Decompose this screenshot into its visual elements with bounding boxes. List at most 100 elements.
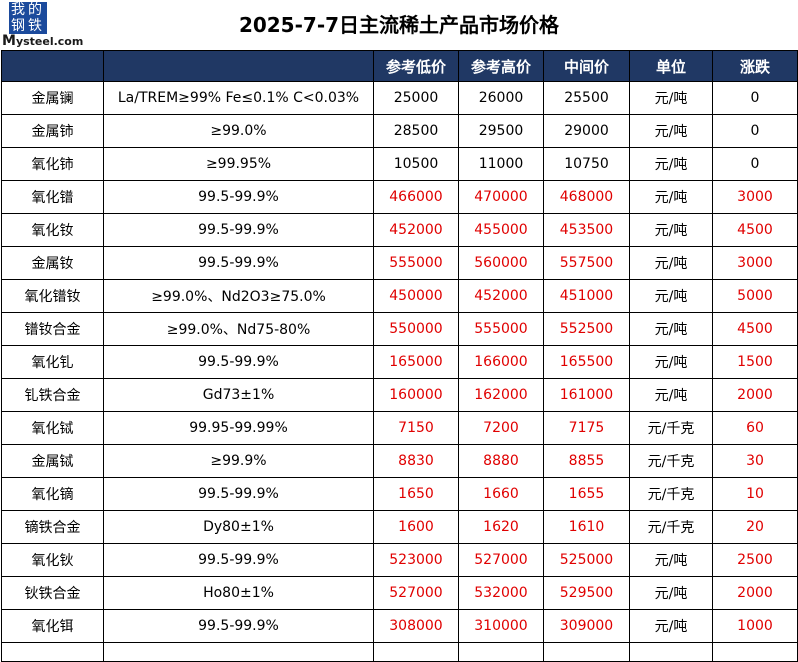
cell-high-price: 1660 (458, 477, 544, 511)
cell-change: 0 (712, 81, 798, 115)
cell-unit: 元/千克 (629, 477, 713, 511)
table-row: 氧化钬 99.5-99.9% 523000 527000 525000 元/吨 2500 (1, 543, 798, 577)
table-row: 金属铈 ≥99.0% 28500 29500 29000 元/吨 0 (1, 114, 798, 148)
cell-spec: 99.5-99.9% (103, 609, 374, 643)
cell-unit: 元/吨 (629, 312, 713, 346)
empty-cell (458, 642, 544, 662)
cell-high-price: 470000 (458, 180, 544, 214)
table-row: 氧化铽 99.95-99.99% 7150 7200 7175 元/千克 60 (1, 411, 798, 445)
cell-high-price: 162000 (458, 378, 544, 412)
header-product (1, 50, 104, 82)
cell-spec: ≥99.0%、Nd75-80% (103, 312, 374, 346)
cell-product-name: 钬铁合金 (1, 576, 104, 610)
empty-cell (543, 642, 630, 662)
cell-mid-price: 7175 (543, 411, 630, 445)
table-row: 氧化钆 99.5-99.9% 165000 166000 165500 元/吨 1500 (1, 345, 798, 379)
cell-high-price: 455000 (458, 213, 544, 247)
cell-mid-price: 1610 (543, 510, 630, 544)
cell-high-price: 8880 (458, 444, 544, 478)
cell-spec: ≥99.9% (103, 444, 374, 478)
cell-product-name: 金属钕 (1, 246, 104, 280)
cell-spec: 99.5-99.9% (103, 180, 374, 214)
logo-char: 的 (28, 2, 42, 18)
cell-mid-price: 165500 (543, 345, 630, 379)
cell-low-price: 550000 (373, 312, 459, 346)
cell-spec: La/TREM≥99% Fe≤0.1% C<0.03% (103, 81, 374, 115)
cell-change: 0 (712, 147, 798, 181)
cell-change: 3000 (712, 246, 798, 280)
empty-cell (1, 642, 104, 662)
header-low-price: 参考低价 (373, 50, 459, 82)
cell-change: 4500 (712, 213, 798, 247)
cell-product-name: 氧化镨 (1, 180, 104, 214)
empty-cell (103, 642, 374, 662)
cell-mid-price: 453500 (543, 213, 630, 247)
cell-high-price: 11000 (458, 147, 544, 181)
cell-change: 3000 (712, 180, 798, 214)
cell-unit: 元/千克 (629, 411, 713, 445)
cell-mid-price: 8855 (543, 444, 630, 478)
cell-unit: 元/千克 (629, 444, 713, 478)
cell-unit: 元/吨 (629, 609, 713, 643)
cell-mid-price: 525000 (543, 543, 630, 577)
cell-low-price: 25000 (373, 81, 459, 115)
cell-product-name: 氧化镨钕 (1, 279, 104, 313)
table-row: 金属铽 ≥99.9% 8830 8880 8855 元/千克 30 (1, 444, 798, 478)
empty-cell (712, 642, 798, 662)
cell-spec: 99.5-99.9% (103, 345, 374, 379)
cell-mid-price: 161000 (543, 378, 630, 412)
cell-low-price: 523000 (373, 543, 459, 577)
cell-mid-price: 557500 (543, 246, 630, 280)
cell-low-price: 10500 (373, 147, 459, 181)
table-row: 镝铁合金 Dy80±1% 1600 1620 1610 元/千克 20 (1, 510, 798, 544)
cell-change: 0 (712, 114, 798, 148)
cell-change: 1000 (712, 609, 798, 643)
cell-product-name: 氧化铈 (1, 147, 104, 181)
table-row: 金属钕 99.5-99.9% 555000 560000 557500 元/吨 3000 (1, 246, 798, 280)
cell-change: 10 (712, 477, 798, 511)
logo-char: 钢 (11, 18, 25, 34)
cell-high-price: 310000 (458, 609, 544, 643)
cell-low-price: 466000 (373, 180, 459, 214)
cell-low-price: 452000 (373, 213, 459, 247)
cell-mid-price: 552500 (543, 312, 630, 346)
cell-spec: ≥99.0%、Nd2O3≥75.0% (103, 279, 374, 313)
table-row: 金属镧 La/TREM≥99% Fe≤0.1% C<0.03% 25000 26000… (1, 81, 798, 115)
cell-unit: 元/吨 (629, 213, 713, 247)
cell-low-price: 165000 (373, 345, 459, 379)
header-unit: 单位 (629, 50, 713, 82)
table-body: 金属镧 La/TREM≥99% Fe≤0.1% C<0.03% 25000 26000… (1, 81, 798, 662)
cell-mid-price: 309000 (543, 609, 630, 643)
table-row: 氧化铈 ≥99.95% 10500 11000 10750 元/吨 0 (1, 147, 798, 181)
logo-text-brand: M (2, 33, 16, 49)
table-row: 钆铁合金 Gd73±1% 160000 162000 161000 元/吨 2000 (1, 378, 798, 412)
cell-unit: 元/吨 (629, 378, 713, 412)
cell-spec: 99.5-99.9% (103, 246, 374, 280)
mysteel-logo: 我 的 钢 铁 Mysteel.com (0, 0, 90, 49)
logo-badge: 我 的 钢 铁 (9, 2, 47, 34)
logo-text: Mysteel.com (2, 33, 83, 49)
cell-mid-price: 468000 (543, 180, 630, 214)
cell-low-price: 527000 (373, 576, 459, 610)
cell-high-price: 527000 (458, 543, 544, 577)
cell-high-price: 532000 (458, 576, 544, 610)
cell-high-price: 29500 (458, 114, 544, 148)
cell-low-price: 28500 (373, 114, 459, 148)
cell-product-name: 镨钕合金 (1, 312, 104, 346)
cell-unit: 元/吨 (629, 180, 713, 214)
table-row: 氧化镨 99.5-99.9% 466000 470000 468000 元/吨 3000 (1, 180, 798, 214)
cell-product-name: 氧化钕 (1, 213, 104, 247)
cell-low-price: 308000 (373, 609, 459, 643)
cell-product-name: 氧化铒 (1, 609, 104, 643)
header-high-price: 参考高价 (458, 50, 544, 82)
cell-mid-price: 29000 (543, 114, 630, 148)
cell-spec: Gd73±1% (103, 378, 374, 412)
page-title: 2025-7-7日主流稀土产品市场价格 (238, 13, 560, 37)
empty-cell (373, 642, 459, 662)
cell-product-name: 镝铁合金 (1, 510, 104, 544)
table-row: 镨钕合金 ≥99.0%、Nd75-80% 550000 555000 552500 元/吨… (1, 312, 798, 346)
cell-unit: 元/吨 (629, 345, 713, 379)
cell-product-name: 金属镧 (1, 81, 104, 115)
cell-high-price: 7200 (458, 411, 544, 445)
cell-change: 60 (712, 411, 798, 445)
